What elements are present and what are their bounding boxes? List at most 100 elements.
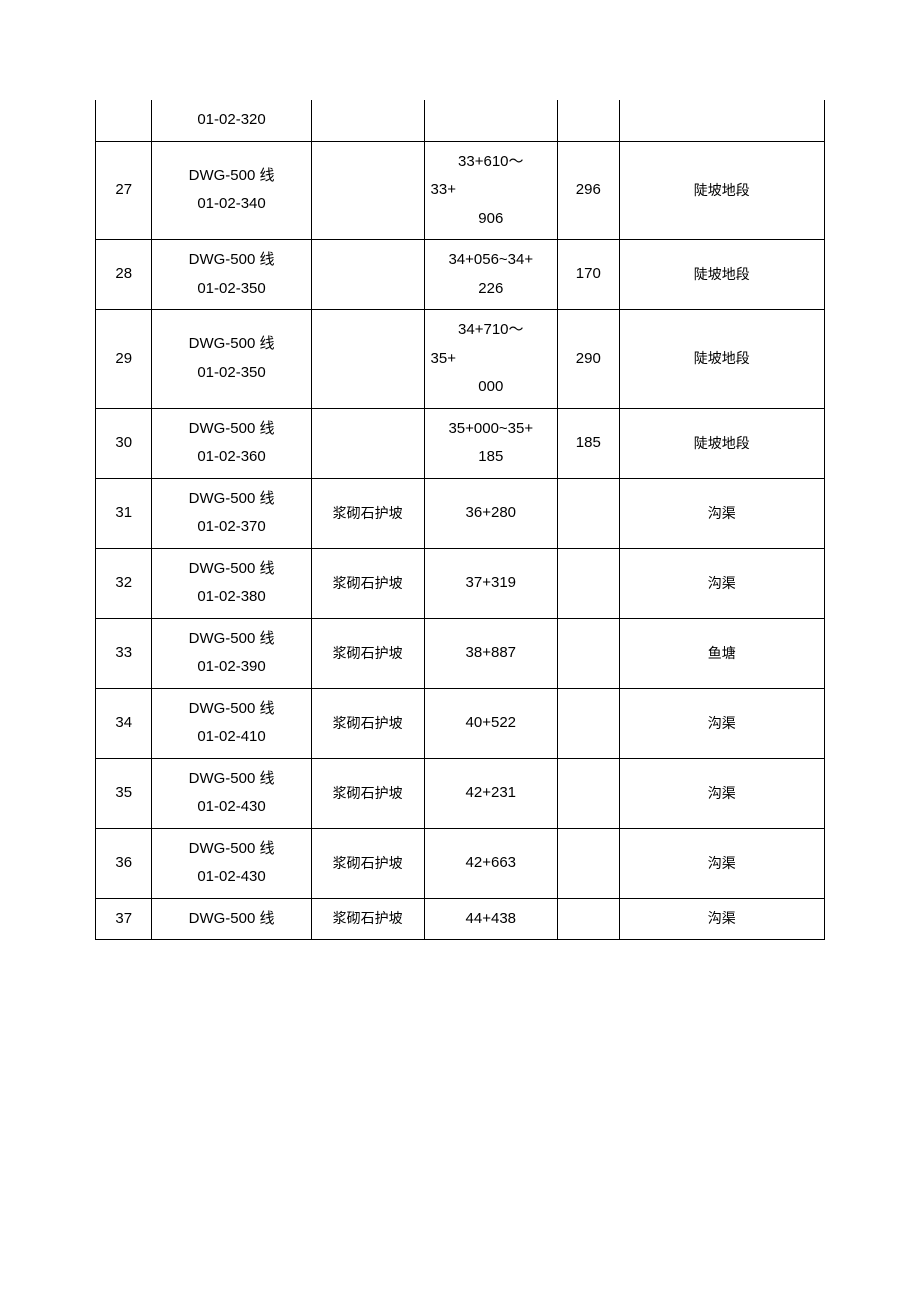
station-line: 40+522 (429, 709, 553, 738)
cell-station: 42+663 (424, 828, 557, 898)
cell-code: DWG-500 线01-02-430 (152, 828, 311, 898)
station-line: 34+056~34+ (429, 246, 553, 275)
table-row: 28DWG-500 线01-02-35034+056~34+226170陡坡地段 (96, 240, 825, 310)
cell-note: 鱼塘 (619, 618, 824, 688)
table-body: 01-02-32027DWG-500 线01-02-34033+610～33+9… (96, 100, 825, 940)
table-row: 01-02-320 (96, 100, 825, 141)
station-line: 33+610～ (429, 148, 553, 177)
cell-index: 36 (96, 828, 152, 898)
cell-note: 沟渠 (619, 828, 824, 898)
station-line: 42+231 (429, 779, 553, 808)
code-line1: DWG-500 线 (156, 485, 306, 514)
cell-station: 33+610～33+906 (424, 141, 557, 240)
cell-note: 沟渠 (619, 548, 824, 618)
cell-code: DWG-500 线01-02-390 (152, 618, 311, 688)
table-row: 29DWG-500 线01-02-35034+710～35+000290陡坡地段 (96, 310, 825, 409)
cell-station: 38+887 (424, 618, 557, 688)
cell-type (311, 240, 424, 310)
cell-length (558, 478, 620, 548)
cell-code: DWG-500 线 (152, 898, 311, 940)
cell-index: 32 (96, 548, 152, 618)
cell-length: 185 (558, 408, 620, 478)
station-line: 906 (429, 205, 553, 234)
cell-station: 44+438 (424, 898, 557, 940)
cell-type (311, 141, 424, 240)
cell-index: 33 (96, 618, 152, 688)
cell-length (558, 898, 620, 940)
cell-station: 35+000~35+185 (424, 408, 557, 478)
code-line1: DWG-500 线 (156, 625, 306, 654)
cell-code: DWG-500 线01-02-350 (152, 310, 311, 409)
station-line: 35+000~35+ (429, 415, 553, 444)
cell-type (311, 100, 424, 141)
cell-index: 34 (96, 688, 152, 758)
cell-note: 沟渠 (619, 688, 824, 758)
cell-type: 浆砌石护坡 (311, 618, 424, 688)
cell-length: 296 (558, 141, 620, 240)
code-line1: DWG-500 线 (156, 246, 306, 275)
cell-note: 陡坡地段 (619, 240, 824, 310)
cell-station (424, 100, 557, 141)
table-row: 36DWG-500 线01-02-430浆砌石护坡42+663 沟渠 (96, 828, 825, 898)
cell-code: DWG-500 线01-02-360 (152, 408, 311, 478)
station-line: 185 (429, 443, 553, 472)
code-line1: DWG-500 线 (156, 555, 306, 584)
cell-note: 沟渠 (619, 758, 824, 828)
cell-index: 27 (96, 141, 152, 240)
cell-note: 陡坡地段 (619, 310, 824, 409)
cell-type (311, 408, 424, 478)
cell-type: 浆砌石护坡 (311, 478, 424, 548)
cell-note: 沟渠 (619, 898, 824, 940)
cell-length (558, 688, 620, 758)
code-line1: DWG-500 线 (156, 695, 306, 724)
cell-station: 42+231 (424, 758, 557, 828)
cell-code: DWG-500 线01-02-430 (152, 758, 311, 828)
table-row: 37DWG-500 线浆砌石护坡44+438沟渠 (96, 898, 825, 940)
code-line2: 01-02-350 (156, 275, 306, 304)
cell-type: 浆砌石护坡 (311, 548, 424, 618)
cell-index: 37 (96, 898, 152, 940)
table-row: 35DWG-500 线01-02-430浆砌石护坡42+231 沟渠 (96, 758, 825, 828)
cell-station: 36+280 (424, 478, 557, 548)
cell-length (558, 758, 620, 828)
cell-code: DWG-500 线01-02-380 (152, 548, 311, 618)
cell-length: 290 (558, 310, 620, 409)
cell-length (558, 618, 620, 688)
cell-length (558, 828, 620, 898)
station-line: 44+438 (429, 905, 553, 934)
code-line2: 01-02-360 (156, 443, 306, 472)
table-row: 31DWG-500 线01-02-370浆砌石护坡36+280沟渠 (96, 478, 825, 548)
station-line: 000 (429, 373, 553, 402)
cell-type: 浆砌石护坡 (311, 828, 424, 898)
table-row: 30DWG-500 线01-02-36035+000~35+185185陡坡地段 (96, 408, 825, 478)
cell-index: 28 (96, 240, 152, 310)
station-line: 42+663 (429, 849, 553, 878)
code-line1: DWG-500 线 (156, 765, 306, 794)
code-line2: 01-02-380 (156, 583, 306, 612)
table-row: 27DWG-500 线01-02-34033+610～33+906296陡坡地段 (96, 141, 825, 240)
cell-code: DWG-500 线01-02-350 (152, 240, 311, 310)
table-row: 33DWG-500 线01-02-390浆砌石护坡38+887 鱼塘 (96, 618, 825, 688)
cell-index: 30 (96, 408, 152, 478)
code-line1: DWG-500 线 (156, 835, 306, 864)
data-table: 01-02-32027DWG-500 线01-02-34033+610～33+9… (95, 100, 825, 940)
station-line: 34+710～ (429, 316, 553, 345)
cell-length: 170 (558, 240, 620, 310)
code-line1: DWG-500 线 (156, 330, 306, 359)
cell-index: 31 (96, 478, 152, 548)
table-row: 32DWG-500 线01-02-380浆砌石护坡37+319 沟渠 (96, 548, 825, 618)
code-line1: DWG-500 线 (156, 162, 306, 191)
cell-length (558, 100, 620, 141)
cell-note: 陡坡地段 (619, 141, 824, 240)
cell-length (558, 548, 620, 618)
station-line: 33+ (429, 176, 553, 205)
code-line2: 01-02-430 (156, 863, 306, 892)
cell-index: 35 (96, 758, 152, 828)
station-line: 37+319 (429, 569, 553, 598)
code-line2: 01-02-430 (156, 793, 306, 822)
station-line: 36+280 (429, 499, 553, 528)
cell-station: 37+319 (424, 548, 557, 618)
cell-type: 浆砌石护坡 (311, 688, 424, 758)
cell-code: DWG-500 线01-02-410 (152, 688, 311, 758)
cell-type: 浆砌石护坡 (311, 758, 424, 828)
